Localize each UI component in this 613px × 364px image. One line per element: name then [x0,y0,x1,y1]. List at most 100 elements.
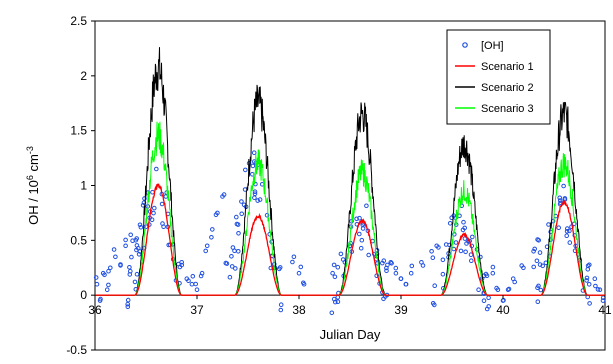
obs-point [253,181,258,187]
obs-point [535,285,540,291]
obs-point [250,163,256,169]
obs-point [538,287,544,293]
obs-point [102,272,107,278]
obs-point [160,221,165,226]
obs-point [98,296,103,302]
obs-point [236,231,241,236]
obs-point [301,280,306,286]
obs-point [562,196,568,201]
obs-point [393,265,399,271]
obs-point [298,264,304,270]
x-tick-label: 36 [88,303,102,317]
obs-point [179,260,184,265]
obs-point [213,212,219,217]
obs-point [137,222,143,228]
obs-point [338,251,344,257]
obs-point [198,273,204,279]
legend-marker-obs [462,42,468,48]
obs-point [546,222,551,227]
obs-point [133,238,139,243]
obs-point [128,268,133,274]
obs-point [564,233,570,238]
obs-point [335,264,341,270]
obs-point [381,296,386,302]
series-line-scenario-1 [95,183,605,296]
obs-point [557,198,563,203]
obs-point [453,240,459,245]
obs-point [490,270,496,276]
obs-point [125,301,130,307]
legend-label-obs: [OH] [481,40,504,52]
obs-point [595,287,601,292]
obs-point [537,262,543,267]
obs-point [440,271,446,277]
y-axis-title-main: OH / 10 [26,180,41,225]
obs-point [264,212,270,218]
obs-point [393,270,399,276]
x-axis-title: Julian Day [320,327,381,342]
obs-point [430,255,436,261]
obs-point [239,211,244,217]
obs-point [462,225,468,231]
obs-point [486,295,491,301]
obs-point [490,264,496,270]
obs-point [436,245,441,250]
obs-point [111,247,117,252]
obs-point [357,215,362,221]
obs-point [123,243,128,249]
obs-point [152,205,157,211]
obs-point [118,263,123,268]
obs-point [463,249,468,255]
obs-point [227,274,233,280]
obs-point [358,245,364,251]
obs-point [234,214,239,220]
obs-point [556,225,562,230]
obs-point [132,279,138,285]
obs-point [331,296,337,302]
y-axis: -0.5 0 0.5 1 1.5 2 2.5 [66,14,95,357]
obs-point [534,258,540,264]
obs-point [366,252,372,258]
obs-point [239,199,244,204]
obs-point [557,195,563,201]
obs-point [209,235,214,240]
scenario-series [95,47,605,296]
obs-point [360,222,366,228]
obs-point [403,281,409,287]
obs-point [277,266,282,272]
obs-point [565,226,570,231]
obs-point [470,234,475,240]
obs-point [251,150,257,155]
x-tick-label: 40 [496,303,510,317]
y-tick-label: -0.5 [66,343,87,357]
legend-label-scenario-2: Scenario 2 [481,82,534,94]
obs-point [125,304,131,310]
obs-point [189,281,195,287]
obs-point [296,270,302,276]
obs-point [519,263,525,268]
legend-label-scenario-3: Scenario 3 [481,103,534,115]
obs-point [389,261,394,266]
obs-point [506,286,512,292]
obs-point [108,265,113,271]
obs-point [193,281,198,287]
obs-point [587,262,592,268]
obs-point [210,227,215,232]
obs-point [252,195,257,200]
obs-point [561,183,566,189]
obs-point [232,248,237,254]
x-axis: 36 37 38 39 40 41 [88,295,612,317]
obs-point [537,250,543,255]
obs-point [255,198,261,203]
obs-point [432,302,437,308]
obs-point [360,226,366,231]
obs-point [291,254,297,260]
obs-point [221,192,227,197]
obs-point [278,302,284,308]
y-tick-label: 2 [80,69,87,83]
obs-point [535,237,540,242]
obs-point [381,258,387,264]
obs-point [468,252,474,257]
obs-point [384,268,389,274]
obs-point [229,253,234,259]
